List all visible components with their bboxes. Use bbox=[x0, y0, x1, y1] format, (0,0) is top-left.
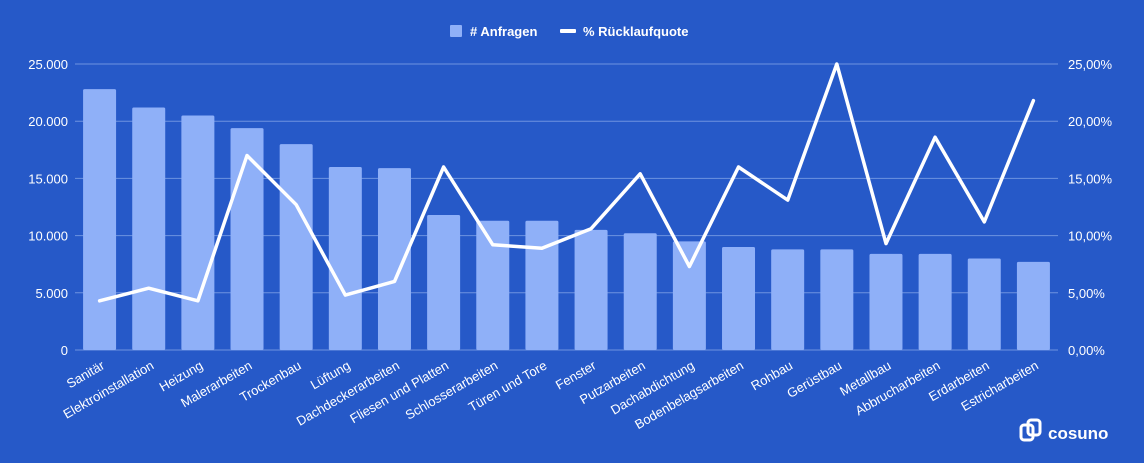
legend-label-bar: # Anfragen bbox=[470, 24, 537, 39]
left-tick-label: 20.000 bbox=[28, 114, 68, 129]
right-tick-label: 20,00% bbox=[1068, 114, 1113, 129]
bar bbox=[919, 254, 952, 350]
left-tick-label: 5.000 bbox=[35, 286, 68, 301]
bar bbox=[673, 241, 706, 350]
gridlines bbox=[75, 64, 1058, 350]
bar bbox=[771, 249, 804, 350]
bar bbox=[427, 215, 460, 350]
brand-name: cosuno bbox=[1048, 424, 1108, 443]
right-tick-label: 10,00% bbox=[1068, 229, 1113, 244]
bar bbox=[820, 249, 853, 350]
left-tick-label: 10.000 bbox=[28, 229, 68, 244]
bar bbox=[968, 258, 1001, 350]
legend: # Anfragen % Rücklaufquote bbox=[450, 24, 688, 39]
left-tick-label: 15.000 bbox=[28, 171, 68, 186]
legend-label-line: % Rücklaufquote bbox=[583, 24, 688, 39]
right-tick-label: 5,00% bbox=[1068, 286, 1105, 301]
left-axis: 0 5.000 10.000 15.000 20.000 25.000 bbox=[28, 57, 68, 358]
bar bbox=[476, 221, 509, 350]
bar bbox=[329, 167, 362, 350]
bar bbox=[231, 128, 264, 350]
bar bbox=[181, 115, 214, 350]
bar bbox=[280, 144, 313, 350]
left-tick-label: 25.000 bbox=[28, 57, 68, 72]
bar bbox=[525, 221, 558, 350]
bar bbox=[378, 168, 411, 350]
legend-swatch-bar bbox=[450, 25, 462, 37]
bar bbox=[575, 230, 608, 350]
category-label: Abbrucharbeiten bbox=[853, 358, 943, 419]
right-tick-label: 25,00% bbox=[1068, 57, 1113, 72]
bar bbox=[624, 233, 657, 350]
bar bbox=[869, 254, 902, 350]
brand-logo: cosuno bbox=[1021, 420, 1108, 443]
bar-series bbox=[83, 89, 1050, 350]
category-label: Elektroinstallation bbox=[60, 358, 156, 422]
bar bbox=[722, 247, 755, 350]
bar bbox=[132, 107, 165, 350]
bar bbox=[83, 89, 116, 350]
bar bbox=[1017, 262, 1050, 350]
legend-swatch-line bbox=[560, 29, 576, 33]
right-tick-label: 0,00% bbox=[1068, 343, 1105, 358]
category-label: Gerüstbau bbox=[784, 358, 844, 401]
cosuno-logo-icon bbox=[1021, 420, 1040, 440]
left-tick-label: 0 bbox=[61, 343, 68, 358]
right-axis: 0,00% 5,00% 10,00% 15,00% 20,00% 25,00% bbox=[1068, 57, 1113, 358]
right-tick-label: 15,00% bbox=[1068, 171, 1113, 186]
